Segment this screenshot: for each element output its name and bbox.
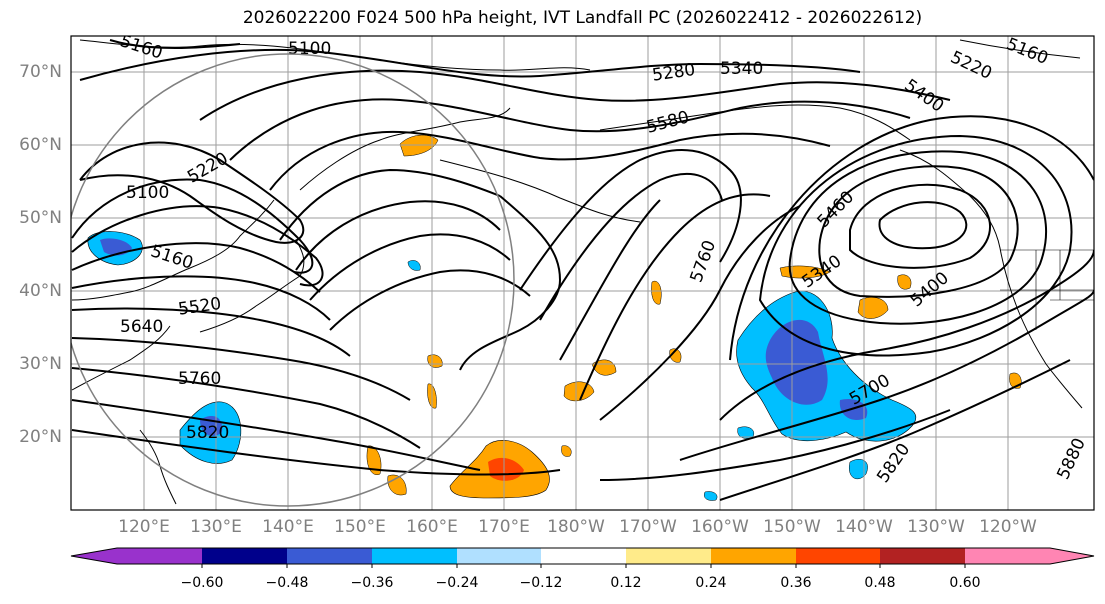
figure-title: 2026022200 F024 500 hPa height, IVT Land… — [242, 8, 923, 28]
colorbar-tick-label: 0.60 — [949, 575, 981, 591]
lon-label: 130°E — [190, 517, 242, 537]
height-contours — [71, 39, 1094, 501]
colorbar-tick-label: −0.48 — [265, 575, 309, 591]
coastline-japan — [199, 239, 305, 333]
lon-label: 150°W — [763, 517, 821, 537]
contour-label: 5640 — [120, 317, 163, 337]
lon-label: 160°E — [406, 517, 458, 537]
lon-label: 170°W — [619, 517, 677, 537]
lon-label: 180°W — [547, 517, 605, 537]
colorbar-tick-label: 0.48 — [864, 575, 896, 591]
colorbar-tick-label: −0.60 — [180, 575, 224, 591]
colorbar-tick-label: −0.12 — [519, 575, 563, 591]
lon-label: 140°W — [835, 517, 893, 537]
colorbar-tick-label: −0.36 — [350, 575, 394, 591]
lon-label: 130°W — [907, 517, 965, 537]
contour-label: 5340 — [720, 59, 763, 79]
lon-label: 150°E — [334, 517, 386, 537]
lat-label-30n: 30°N — [19, 354, 62, 374]
coastline-east-asia — [71, 199, 275, 301]
lat-label-50n: 50°N — [19, 208, 62, 228]
contour-label: 5100 — [288, 39, 331, 59]
lat-label-60n: 60°N — [19, 135, 62, 155]
contour-closed-low-ne-pacific — [878, 201, 968, 250]
colorbar-tick-label: 0.24 — [695, 575, 727, 591]
contour-polar-low — [109, 39, 241, 49]
positive-pc-shading — [366, 134, 1022, 499]
map-frame — [70, 35, 1095, 511]
contour-arctic-5280 — [79, 48, 861, 81]
contour-label: 5100 — [126, 183, 169, 203]
coastline-canada-north — [959, 39, 1081, 59]
contour-trough-5760 — [459, 195, 562, 371]
contour-ridge — [599, 205, 801, 421]
lon-label: 120°W — [979, 517, 1037, 537]
contour-label: 5820 — [186, 423, 229, 443]
lon-label: 170°E — [478, 517, 530, 537]
coastline-alaska — [599, 104, 911, 141]
contour-label: 5760 — [178, 369, 221, 389]
lon-label: 120°E — [118, 517, 170, 537]
lat-label-20n: 20°N — [19, 427, 62, 447]
coastline-china-korea — [71, 325, 171, 391]
lat-label-70n: 70°N — [19, 62, 62, 82]
coastline-north-america-west — [899, 149, 1083, 409]
landfall-region-circle — [71, 53, 515, 507]
lat-label-40n: 40°N — [19, 281, 62, 301]
lon-label: 160°W — [691, 517, 749, 537]
lon-label: 140°E — [262, 517, 314, 537]
colorbar-tick-label: 0.12 — [610, 575, 642, 591]
colorbar-tick-label: 0.36 — [780, 575, 812, 591]
colorbar-tick-label: −0.24 — [435, 575, 479, 591]
